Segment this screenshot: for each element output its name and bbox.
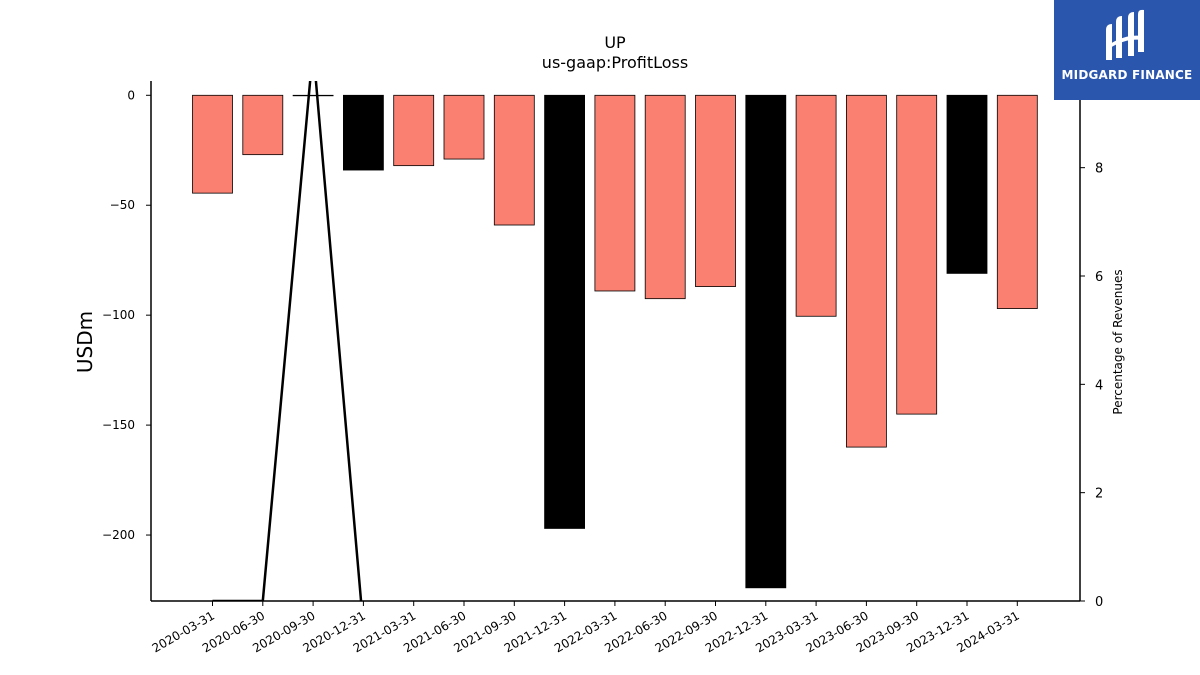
y2-tick-label: 0 (1095, 595, 1103, 610)
bar-2020-12-31 (342, 94, 384, 171)
bar-2023-06-30 (846, 94, 887, 448)
y-tick-label: −100 (102, 308, 135, 322)
bar-2021-12-31 (544, 94, 585, 529)
bar-2020-03-31 (192, 94, 233, 194)
y-axis-label: USDm (73, 311, 97, 373)
x-ticks: 2020-03-312020-06-302020-09-302020-12-31… (150, 601, 1022, 655)
chart-title: UP (604, 33, 626, 52)
chart-subtitle: us-gaap:ProfitLoss (542, 53, 688, 72)
bar-2020-09-30 (292, 94, 334, 97)
y2-axis-label: Percentage of Revenues (1111, 269, 1125, 414)
bar-2021-03-31 (393, 94, 435, 167)
bar-2021-06-30 (443, 94, 485, 160)
revenue-percentage-line (212, 81, 363, 601)
y2-tick-label: 8 (1095, 162, 1103, 177)
y-tick-label: −200 (102, 528, 135, 542)
logo-text: MIDGARD FINANCE (1061, 68, 1193, 82)
y-tick-label: −150 (102, 418, 135, 432)
bar-2022-09-30 (695, 94, 736, 287)
y2-ticks: 0 2 4 6 8 (1080, 162, 1103, 610)
y-tick-label: 0 (127, 88, 135, 102)
bar-2023-03-31 (795, 94, 837, 317)
y2-tick-label: 4 (1095, 378, 1103, 393)
logo-mark-icon (1106, 9, 1144, 60)
bar-2023-12-31 (946, 94, 988, 274)
y-ticks: 0 −50 −100 −150 −200 (102, 88, 151, 542)
y2-tick-label: 2 (1095, 487, 1103, 502)
bar-2023-09-30 (896, 94, 938, 415)
y2-tick-label: 6 (1095, 270, 1103, 285)
bar-2024-03-31 (996, 94, 1038, 309)
bar-2022-06-30 (644, 94, 686, 300)
line-layer (212, 81, 363, 601)
bar-2021-09-30 (493, 94, 535, 226)
bar-2022-03-31 (594, 94, 636, 292)
bar-2022-12-31 (745, 94, 787, 589)
bar-2020-06-30 (242, 94, 284, 156)
bars-group (192, 94, 1038, 589)
midgard-finance-logo: MIDGARD FINANCE (1054, 0, 1200, 100)
y-tick-label: −50 (110, 198, 135, 212)
